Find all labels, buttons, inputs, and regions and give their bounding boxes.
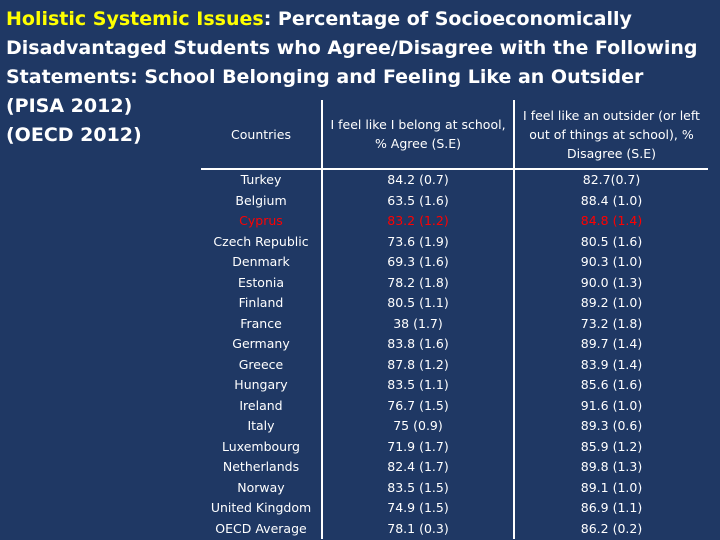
cell-country: Denmark bbox=[232, 254, 290, 269]
cell-belong: 82.4 (1.7) bbox=[321, 457, 515, 478]
table-row: Netherlands 82.4 (1.7) 89.8 (1.3) bbox=[201, 457, 708, 478]
table-row: France 38 (1.7) 73.2 (1.8) bbox=[201, 313, 708, 334]
cell-belong: 83.5 (1.1) bbox=[321, 375, 515, 396]
cell-belong: 87.8 (1.2) bbox=[321, 354, 515, 375]
cell-outsider: 82.7(0.7) bbox=[514, 168, 708, 191]
table-row: Estonia 78.2 (1.8) 90.0 (1.3) bbox=[201, 272, 708, 293]
cell-belong: 84.2 (0.7) bbox=[321, 168, 515, 191]
cell-outsider: 89.3 (0.6) bbox=[580, 418, 643, 433]
table-row: United Kingdom 74.9 (1.5) 86.9 (1.1) bbox=[201, 498, 708, 519]
cell-country: Italy bbox=[247, 418, 275, 433]
cell-outsider: 89.8 (1.3) bbox=[580, 459, 643, 474]
header-outsider: I feel like an outsider (or left out of … bbox=[523, 107, 700, 161]
cell-outsider: 90.0 (1.3) bbox=[580, 274, 643, 290]
cell-outsider: 88.4 (1.0) bbox=[580, 192, 643, 208]
table-row: Ireland 76.7 (1.5) 91.6 (1.0) bbox=[201, 395, 708, 416]
cell-country: OECD Average bbox=[215, 520, 307, 536]
cell-country: Finland bbox=[238, 295, 284, 310]
table-row: Turkey 84.2 (0.7) 82.7(0.7) bbox=[201, 168, 708, 191]
table-row: Cyprus 83.2 (1.2) 84.8 (1.4) bbox=[201, 211, 708, 232]
table-body: Turkey 84.2 (0.7) 82.7(0.7) Belgium 63.5 (1.… bbox=[201, 168, 708, 539]
title-source: (OECD 2012) bbox=[6, 124, 142, 146]
cell-belong: 38 (1.7) bbox=[321, 313, 515, 334]
cell-outsider: 83.9 (1.4) bbox=[580, 356, 643, 372]
cell-belong: 73.6 (1.9) bbox=[321, 231, 515, 252]
cell-belong: 75 (0.9) bbox=[321, 416, 515, 437]
cell-country: Netherlands bbox=[222, 459, 300, 474]
table-row: Denmark 69.3 (1.6) 90.3 (1.0) bbox=[201, 252, 708, 273]
table-row: Luxembourg 71.9 (1.7) 85.9 (1.2) bbox=[201, 436, 708, 457]
cell-country: Turkey bbox=[201, 168, 322, 191]
results-table: Countries I feel like I belong at school… bbox=[201, 100, 708, 539]
cell-country: United Kingdom bbox=[210, 500, 312, 515]
table-row: Norway 83.5 (1.5) 89.1 (1.0) bbox=[201, 477, 708, 498]
table-row: Belgium 63.5 (1.6) 88.4 (1.0) bbox=[201, 190, 708, 211]
cell-country: Greece bbox=[238, 356, 284, 372]
table-row: Germany 83.8 (1.6) 89.7 (1.4) bbox=[201, 334, 708, 355]
cell-belong: 74.9 (1.5) bbox=[321, 498, 515, 519]
table-row: OECD Average 78.1 (0.3) 86.2 (0.2) bbox=[201, 518, 708, 539]
cell-belong: 76.7 (1.5) bbox=[321, 395, 515, 416]
cell-outsider: 91.6 (1.0) bbox=[580, 397, 643, 413]
cell-country: France bbox=[240, 315, 282, 331]
table-header-row: Countries I feel like I belong at school… bbox=[201, 100, 708, 169]
title-highlight: Holistic Systemic Issues bbox=[6, 8, 264, 30]
cell-country: Ireland bbox=[239, 397, 283, 413]
header-countries: Countries bbox=[231, 126, 291, 142]
cell-belong: 71.9 (1.7) bbox=[321, 436, 515, 457]
cell-outsider: 73.2 (1.8) bbox=[580, 315, 643, 331]
table-row: Czech Republic 73.6 (1.9) 80.5 (1.6) bbox=[201, 231, 708, 252]
table-row: Italy 75 (0.9) 89.3 (0.6) bbox=[201, 416, 708, 437]
cell-outsider: 85.6 (1.6) bbox=[580, 377, 643, 392]
cell-belong: 78.2 (1.8) bbox=[321, 272, 515, 293]
cell-belong: 83.5 (1.5) bbox=[321, 477, 515, 498]
cell-outsider: 85.9 (1.2) bbox=[580, 438, 643, 454]
cell-belong: 69.3 (1.6) bbox=[321, 252, 515, 273]
cell-country: Estonia bbox=[237, 274, 284, 290]
table-row: Hungary 83.5 (1.1) 85.6 (1.6) bbox=[201, 375, 708, 396]
cell-country: Luxembourg bbox=[222, 438, 300, 454]
cell-country: Belgium bbox=[235, 192, 287, 208]
header-belong: I feel like I belong at school, % Agree … bbox=[321, 100, 515, 169]
cell-belong: 83.8 (1.6) bbox=[321, 334, 515, 355]
cell-country: Hungary bbox=[234, 377, 288, 392]
cell-outsider: 84.8 (1.4) bbox=[580, 213, 643, 228]
table-row: Finland 80.5 (1.1) 89.2 (1.0) bbox=[201, 293, 708, 314]
cell-country: Czech Republic bbox=[213, 233, 309, 249]
cell-country: Cyprus bbox=[239, 213, 283, 228]
slide-title: Holistic Systemic Issues: Percentage of … bbox=[6, 5, 706, 150]
cell-country: Norway bbox=[237, 479, 285, 495]
cell-outsider: 80.5 (1.6) bbox=[580, 233, 643, 249]
title-rest: : Percentage of Socioeconomically Disadv… bbox=[6, 8, 698, 117]
table-row: Greece 87.8 (1.2) 83.9 (1.4) bbox=[201, 354, 708, 375]
cell-outsider: 86.9 (1.1) bbox=[580, 500, 643, 515]
cell-outsider: 86.2 (0.2) bbox=[580, 520, 643, 536]
cell-outsider: 89.1 (1.0) bbox=[580, 479, 643, 495]
cell-belong: 63.5 (1.6) bbox=[321, 190, 515, 211]
cell-outsider: 90.3 (1.0) bbox=[580, 254, 643, 269]
cell-belong: 80.5 (1.1) bbox=[321, 293, 515, 314]
cell-country: Germany bbox=[232, 336, 290, 351]
cell-outsider: 89.7 (1.4) bbox=[580, 336, 643, 351]
cell-belong: 83.2 (1.2) bbox=[321, 211, 515, 232]
cell-belong: 78.1 (0.3) bbox=[321, 518, 515, 539]
cell-outsider: 89.2 (1.0) bbox=[580, 295, 643, 310]
